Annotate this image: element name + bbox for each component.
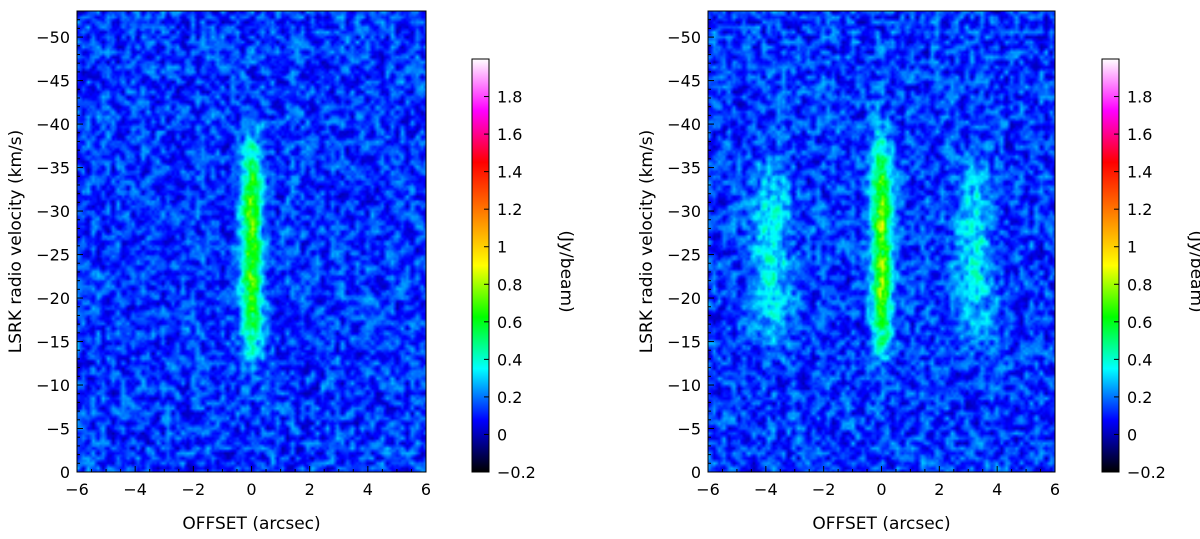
colorbar-tick-label: −0.2 — [497, 463, 536, 482]
x-tick-label: 6 — [421, 480, 431, 499]
x-tick-label: 2 — [934, 480, 944, 499]
y-tick-label: 0 — [691, 463, 701, 482]
x-axis-label: OFFSET (arcsec) — [812, 514, 950, 534]
colorbar-label: (Jy/beam) — [556, 230, 576, 312]
heatmap-image — [77, 11, 426, 472]
y-tick-label: 0 — [60, 463, 70, 482]
y-axis-label: LSRK radio velocity (km/s) — [637, 130, 657, 353]
y-tick-label: −50 — [667, 28, 701, 47]
colorbar-tick-label: 1.4 — [497, 163, 522, 182]
y-tick-label: −45 — [36, 72, 70, 91]
y-tick-label: −10 — [36, 376, 70, 395]
colorbar-tick-label: 1.2 — [497, 200, 522, 219]
x-tick-label: −6 — [65, 480, 89, 499]
colorbar-tick-label: 0 — [1127, 425, 1137, 444]
colorbar — [1101, 58, 1120, 473]
x-tick-label: −6 — [696, 480, 720, 499]
colorbar-tick-label: 0.2 — [497, 388, 522, 407]
y-tick-label: −50 — [36, 28, 70, 47]
y-tick-label: −30 — [36, 202, 70, 221]
x-tick-label: −4 — [123, 480, 147, 499]
colorbar-tick-label: 0.4 — [497, 350, 522, 369]
y-tick-label: −35 — [667, 159, 701, 178]
colorbar-tick-label: 1.8 — [1127, 88, 1152, 107]
colorbar-tick-label: −0.2 — [1127, 463, 1166, 482]
chart-panel-right: −6 −4 −2 0 2 4 60−5−10−15−20−25−30−35−40−45−50… — [637, 10, 1200, 534]
x-tick-label: 6 — [1050, 480, 1060, 499]
x-tick-label: −2 — [812, 480, 836, 499]
y-tick-label: −10 — [667, 376, 701, 395]
colorbar-tick-label: 1.2 — [1127, 200, 1152, 219]
heatmap-image — [708, 11, 1055, 472]
y-tick-label: −15 — [667, 333, 701, 352]
colorbar-tick-label: 0.2 — [1127, 388, 1152, 407]
y-tick-label: −40 — [667, 115, 701, 134]
colorbar-tick-label: 0.6 — [1127, 313, 1152, 332]
x-axis-label: OFFSET (arcsec) — [182, 514, 320, 534]
x-tick-label: −2 — [182, 480, 206, 499]
y-tick-label: −35 — [36, 159, 70, 178]
x-tick-label: 2 — [305, 480, 315, 499]
y-tick-label: −20 — [667, 289, 701, 308]
x-tick-label: 4 — [992, 480, 1002, 499]
y-tick-label: −5 — [677, 420, 701, 439]
colorbar-tick-label: 1.6 — [497, 125, 522, 144]
colorbar-tick-label: 0.6 — [497, 313, 522, 332]
colorbar-tick-label: 0 — [497, 425, 507, 444]
y-tick-label: −40 — [36, 115, 70, 134]
x-tick-label: −4 — [754, 480, 778, 499]
x-tick-label: 0 — [876, 480, 886, 499]
chart-panel-left: −6 −4 −2 0 2 4 60−5−10−15−20−25−30−35−40−45−50… — [6, 10, 576, 534]
y-tick-label: −20 — [36, 289, 70, 308]
x-tick-label: 0 — [246, 480, 256, 499]
y-tick-label: −25 — [36, 246, 70, 265]
y-tick-label: −25 — [667, 246, 701, 265]
x-tick-label: 4 — [363, 480, 373, 499]
y-tick-label: −5 — [46, 420, 70, 439]
colorbar-tick-label: 1 — [497, 238, 507, 257]
colorbar-label: (Jy/beam) — [1186, 230, 1200, 312]
y-tick-label: −15 — [36, 333, 70, 352]
colorbar-tick-label: 1.4 — [1127, 163, 1152, 182]
y-tick-label: −45 — [667, 72, 701, 91]
colorbar-tick-label: 1.6 — [1127, 125, 1152, 144]
colorbar-tick-label: 0.8 — [497, 275, 522, 294]
colorbar — [471, 58, 490, 473]
colorbar-tick-label: 0.8 — [1127, 275, 1152, 294]
colorbar-tick-label: 1.8 — [497, 88, 522, 107]
colorbar-tick-label: 1 — [1127, 238, 1137, 257]
y-axis-label: LSRK radio velocity (km/s) — [6, 130, 26, 353]
y-tick-label: −30 — [667, 202, 701, 221]
colorbar-tick-label: 0.4 — [1127, 350, 1152, 369]
